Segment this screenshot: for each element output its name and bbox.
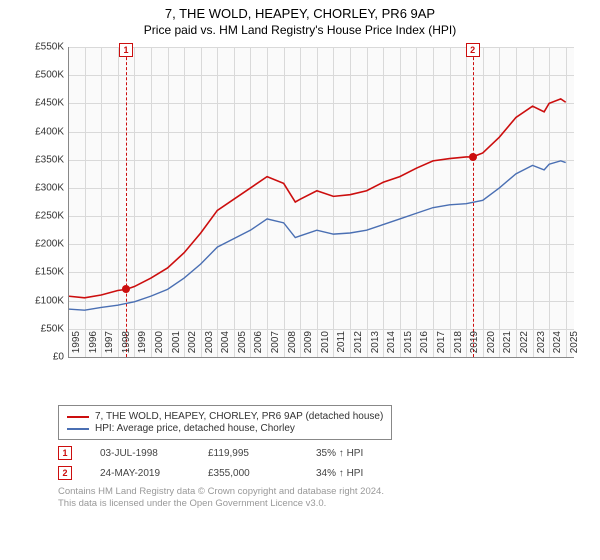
sale-price-1: £119,995: [208, 448, 288, 459]
x-tick-label: 2006: [253, 331, 264, 363]
chart-container: 7, THE WOLD, HEAPEY, CHORLEY, PR6 9AP Pr…: [0, 0, 600, 560]
x-tick-label: 2001: [171, 331, 182, 363]
footnote-line1: Contains HM Land Registry data © Crown c…: [58, 486, 560, 498]
sale-dot: [122, 285, 130, 293]
x-tick-label: 1995: [71, 331, 82, 363]
sales-table: 1 03-JUL-1998 £119,995 35% ↑ HPI 2 24-MA…: [58, 446, 560, 480]
x-tick-label: 2011: [336, 331, 347, 363]
plot-region: 12: [68, 47, 574, 357]
x-tick-label: 2024: [552, 331, 563, 363]
y-tick-label: £150K: [35, 267, 64, 278]
series-line-property: [68, 99, 566, 298]
x-tick-label: 2019: [469, 331, 480, 363]
x-tick-label: 2018: [453, 331, 464, 363]
sale-dot: [469, 153, 477, 161]
sale-marker-1: 1: [58, 446, 72, 460]
sale-marker-box: 2: [466, 43, 480, 57]
sales-row-2: 2 24-MAY-2019 £355,000 34% ↑ HPI: [58, 466, 560, 480]
x-tick-label: 2014: [386, 331, 397, 363]
chart-area: 12 £0£50K£100K£150K£200K£250K£300K£350K£…: [20, 41, 580, 401]
sale-diff-2: 34% ↑ HPI: [316, 468, 396, 479]
y-tick-label: £300K: [35, 182, 64, 193]
x-tick-label: 2013: [370, 331, 381, 363]
legend-label-hpi: HPI: Average price, detached house, Chor…: [95, 423, 295, 434]
footnote-line2: This data is licensed under the Open Gov…: [58, 498, 560, 510]
x-tick-label: 2005: [237, 331, 248, 363]
x-tick-label: 2003: [204, 331, 215, 363]
x-tick-label: 2002: [187, 331, 198, 363]
sale-date-1: 03-JUL-1998: [100, 448, 180, 459]
legend-row-property: 7, THE WOLD, HEAPEY, CHORLEY, PR6 9AP (d…: [67, 411, 383, 422]
y-tick-label: £250K: [35, 211, 64, 222]
sale-marker-2: 2: [58, 466, 72, 480]
x-tick-label: 1998: [121, 331, 132, 363]
title-block: 7, THE WOLD, HEAPEY, CHORLEY, PR6 9AP Pr…: [10, 6, 590, 37]
legend-label-property: 7, THE WOLD, HEAPEY, CHORLEY, PR6 9AP (d…: [95, 411, 383, 422]
x-tick-label: 2010: [320, 331, 331, 363]
y-tick-label: £350K: [35, 154, 64, 165]
series-line-hpi: [68, 161, 566, 310]
x-tick-label: 2020: [486, 331, 497, 363]
line-svg: [68, 47, 574, 357]
x-tick-label: 2016: [419, 331, 430, 363]
x-tick-label: 1997: [104, 331, 115, 363]
x-tick-label: 2021: [502, 331, 513, 363]
y-tick-label: £450K: [35, 98, 64, 109]
y-tick-label: £100K: [35, 295, 64, 306]
legend-swatch-property: [67, 416, 89, 418]
x-tick-label: 2012: [353, 331, 364, 363]
sale-marker-box: 1: [119, 43, 133, 57]
legend-swatch-hpi: [67, 428, 89, 430]
y-tick-label: £500K: [35, 70, 64, 81]
legend-row-hpi: HPI: Average price, detached house, Chor…: [67, 423, 383, 434]
x-tick-label: 2015: [403, 331, 414, 363]
x-tick-label: 2023: [536, 331, 547, 363]
sale-price-2: £355,000: [208, 468, 288, 479]
sale-diff-1: 35% ↑ HPI: [316, 448, 396, 459]
x-tick-label: 2017: [436, 331, 447, 363]
x-tick-label: 2008: [287, 331, 298, 363]
x-tick-label: 1999: [137, 331, 148, 363]
sales-row-1: 1 03-JUL-1998 £119,995 35% ↑ HPI: [58, 446, 560, 460]
y-tick-label: £400K: [35, 126, 64, 137]
title-subtitle: Price paid vs. HM Land Registry's House …: [10, 23, 590, 37]
x-tick-label: 2000: [154, 331, 165, 363]
x-tick-label: 2022: [519, 331, 530, 363]
y-tick-label: £550K: [35, 42, 64, 53]
footnote: Contains HM Land Registry data © Crown c…: [58, 486, 560, 511]
y-tick-label: £200K: [35, 239, 64, 250]
y-tick-label: £50K: [41, 323, 64, 334]
x-tick-label: 2007: [270, 331, 281, 363]
x-tick-label: 2004: [220, 331, 231, 363]
title-address: 7, THE WOLD, HEAPEY, CHORLEY, PR6 9AP: [10, 6, 590, 21]
x-tick-label: 2025: [569, 331, 580, 363]
y-axis: [68, 47, 69, 357]
legend-area: 7, THE WOLD, HEAPEY, CHORLEY, PR6 9AP (d…: [58, 405, 560, 440]
x-tick-label: 2009: [303, 331, 314, 363]
legend-box: 7, THE WOLD, HEAPEY, CHORLEY, PR6 9AP (d…: [58, 405, 392, 440]
sale-date-2: 24-MAY-2019: [100, 468, 180, 479]
x-tick-label: 1996: [88, 331, 99, 363]
y-tick-label: £0: [53, 352, 64, 363]
